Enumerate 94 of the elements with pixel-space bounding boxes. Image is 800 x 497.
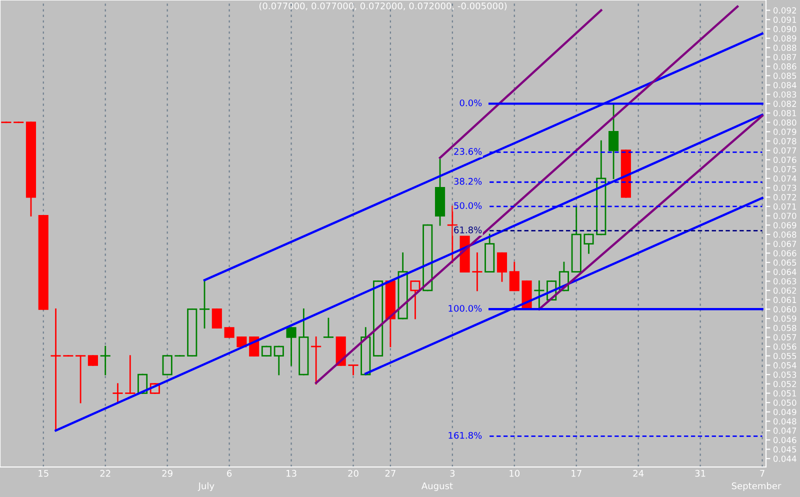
candlestick xyxy=(76,355,86,404)
y-tick-label: 0.067 xyxy=(773,240,796,248)
y-tick-label: 0.061 xyxy=(773,296,796,304)
candlestick xyxy=(509,262,520,292)
x-tick-label: 27 xyxy=(385,470,396,477)
series-label: 38.2% xyxy=(454,178,482,185)
y-tick-label: 0.048 xyxy=(773,418,796,425)
y-tick-label: 0.044 xyxy=(773,456,796,462)
series-label: 50.0% xyxy=(454,202,482,210)
candlestick xyxy=(50,308,61,432)
candlestick xyxy=(323,318,334,338)
candlestick xyxy=(410,280,420,320)
x-tick-label: 15 xyxy=(38,470,48,477)
x-tick-label: 6 xyxy=(227,470,232,477)
y-tick-label: 0.086 xyxy=(773,63,796,70)
candlestick xyxy=(162,355,172,376)
candlestick xyxy=(125,355,136,394)
y-tick-label: 0.066 xyxy=(773,250,796,256)
y-tick-label: 0.051 xyxy=(773,390,796,396)
text: July xyxy=(198,482,214,492)
text: August xyxy=(421,482,453,492)
y-tick-label: 0.045 xyxy=(773,446,796,453)
x-tick-label: 31 xyxy=(695,470,706,477)
y-tick-label: 0.060 xyxy=(773,306,796,312)
candlestick xyxy=(608,102,619,180)
y-tick-label: 0.084 xyxy=(773,82,796,88)
candlestick xyxy=(274,346,284,376)
y-tick-label: 0.047 xyxy=(773,428,796,434)
text: September xyxy=(732,482,782,492)
y-tick-label: 0.058 xyxy=(773,324,796,332)
candlestick xyxy=(584,234,594,254)
y-tick-label: 0.063 xyxy=(773,278,796,284)
y-tick-label: 0.050 xyxy=(773,400,796,406)
y-tick-label: 0.087 xyxy=(773,54,796,60)
candlestick xyxy=(496,252,508,282)
y-tick-label: 0.057 xyxy=(773,334,796,340)
x-tick-label: 7 xyxy=(760,470,764,477)
series-label: 61.8% xyxy=(454,226,482,234)
candlestick xyxy=(100,346,110,376)
y-tick-label: 0.073 xyxy=(773,184,796,192)
y-tick-label: 0.083 xyxy=(773,91,796,98)
y-tick-label: 0.072 xyxy=(773,194,796,200)
y-tick-label: 0.056 xyxy=(773,343,796,350)
candlestick xyxy=(472,252,482,292)
y-tick-label: 0.079 xyxy=(773,128,796,135)
series-label: 0.0% xyxy=(460,99,482,106)
y-tick-label: 0.049 xyxy=(773,408,796,416)
series-label: 161.8% xyxy=(448,432,482,439)
x-tick-label: 3 xyxy=(450,470,455,477)
candlestick xyxy=(199,280,210,329)
x-tick-label: 10 xyxy=(510,470,520,477)
candlestick xyxy=(88,355,98,366)
y-tick-label: 0.054 xyxy=(773,362,796,368)
candlestick xyxy=(212,308,222,329)
y-tick-label: 0.074 xyxy=(773,175,796,182)
y-tick-label: 0.070 xyxy=(773,212,796,220)
y-tick-label: 0.081 xyxy=(773,110,796,116)
x-tick-label: 13 xyxy=(286,470,296,477)
y-tick-label: 0.064 xyxy=(773,268,796,276)
y-tick-label: 0.075 xyxy=(773,166,796,172)
y-tick-label: 0.085 xyxy=(773,72,796,79)
y-tick-label: 0.077 xyxy=(773,147,796,154)
x-tick-label: 22 xyxy=(100,470,110,477)
y-tick-label: 0.069 xyxy=(773,222,796,228)
series-label: 23.6% xyxy=(454,148,482,155)
y-tick-label: 0.062 xyxy=(773,287,796,294)
x-tick-label: 29 xyxy=(162,470,172,477)
candlestick xyxy=(261,346,272,357)
y-tick-label: 0.076 xyxy=(773,156,796,163)
y-tick-label: 0.068 xyxy=(773,231,796,238)
candlestick xyxy=(286,327,296,366)
y-tick-label: 0.088 xyxy=(773,44,796,51)
y-tick-label: 0.065 xyxy=(773,259,796,266)
y-tick-label: 0.046 xyxy=(773,436,796,444)
y-tick-label: 0.089 xyxy=(773,35,796,42)
y-tick-label: 0.053 xyxy=(773,372,796,378)
y-tick-label: 0.091 xyxy=(773,16,796,23)
y-tick-label: 0.080 xyxy=(773,119,796,126)
y-tick-label: 0.082 xyxy=(773,100,796,107)
y-tick-label: 0.055 xyxy=(773,352,796,360)
y-tick-label: 0.052 xyxy=(773,380,796,388)
y-tick-label: 0.078 xyxy=(773,138,796,144)
chart-title: (0.077000, 0.077000, 0.072000, 0.072000, -0.005000) xyxy=(259,2,507,10)
series-label: 100.0% xyxy=(448,304,482,312)
candlestick xyxy=(112,383,123,404)
x-tick-label: 17 xyxy=(572,470,582,477)
candlestick xyxy=(348,364,358,376)
y-tick-label: 0.059 xyxy=(773,315,796,322)
y-tick-label: 0.092 xyxy=(773,7,796,14)
y-tick-label: 0.071 xyxy=(773,203,796,210)
y-tick-label: 0.090 xyxy=(773,26,796,32)
candlestick xyxy=(224,327,234,338)
x-tick-label: 20 xyxy=(348,470,358,477)
x-tick-label: 24 xyxy=(633,470,644,477)
